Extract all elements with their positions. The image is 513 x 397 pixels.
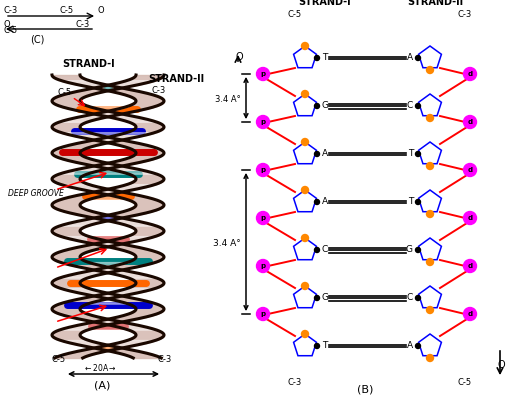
Circle shape — [302, 187, 308, 193]
Text: T: T — [408, 148, 413, 158]
Text: G: G — [322, 293, 329, 301]
Circle shape — [426, 67, 433, 73]
Text: d: d — [467, 119, 472, 125]
Text: O: O — [235, 52, 243, 62]
Circle shape — [302, 330, 308, 337]
Text: O: O — [98, 6, 105, 15]
Circle shape — [302, 139, 308, 145]
Circle shape — [302, 42, 308, 50]
Text: p: p — [261, 167, 266, 173]
Circle shape — [256, 260, 269, 272]
Text: A: A — [322, 148, 328, 158]
Circle shape — [314, 152, 320, 156]
Circle shape — [416, 343, 421, 349]
Circle shape — [464, 212, 477, 224]
Circle shape — [426, 114, 433, 121]
Text: C: C — [322, 245, 328, 254]
Text: p: p — [261, 215, 266, 221]
Circle shape — [314, 343, 320, 349]
Text: C-3: C-3 — [152, 86, 166, 95]
Text: d: d — [467, 71, 472, 77]
Text: DEEP GROOVE: DEEP GROOVE — [8, 189, 64, 198]
Circle shape — [302, 235, 308, 241]
Circle shape — [302, 91, 308, 98]
Text: C-3: C-3 — [458, 10, 472, 19]
Text: C-3: C-3 — [3, 6, 17, 15]
Text: (A): (A) — [94, 380, 110, 390]
Text: A: A — [322, 197, 328, 206]
Text: 3.4 A°: 3.4 A° — [213, 239, 241, 249]
Circle shape — [314, 295, 320, 301]
Text: STRAND-II: STRAND-II — [407, 0, 463, 7]
Circle shape — [464, 260, 477, 272]
Text: d: d — [467, 215, 472, 221]
Circle shape — [256, 164, 269, 177]
Text: T: T — [322, 341, 327, 349]
Circle shape — [314, 56, 320, 60]
Text: C-3: C-3 — [75, 20, 89, 29]
Circle shape — [256, 308, 269, 320]
Text: A: A — [407, 52, 413, 62]
Circle shape — [416, 295, 421, 301]
Text: p: p — [261, 71, 266, 77]
Text: p: p — [261, 311, 266, 317]
Text: O: O — [3, 20, 10, 29]
Circle shape — [464, 164, 477, 177]
Text: p: p — [261, 263, 266, 269]
Circle shape — [256, 116, 269, 129]
Circle shape — [416, 56, 421, 60]
Text: C-5: C-5 — [458, 378, 472, 387]
Circle shape — [302, 283, 308, 289]
Text: A: A — [407, 341, 413, 349]
Text: d: d — [467, 263, 472, 269]
Text: STRAND-II: STRAND-II — [148, 74, 204, 84]
Circle shape — [464, 67, 477, 81]
Circle shape — [426, 306, 433, 314]
Circle shape — [256, 212, 269, 224]
Text: C-5: C-5 — [60, 6, 74, 15]
Text: O: O — [497, 360, 505, 370]
Text: STRAND-I: STRAND-I — [299, 0, 351, 7]
Circle shape — [416, 152, 421, 156]
Circle shape — [426, 355, 433, 362]
Text: 3.4 A°: 3.4 A° — [215, 96, 241, 104]
Circle shape — [426, 162, 433, 170]
Text: $\leftarrow$20A$\rightarrow$: $\leftarrow$20A$\rightarrow$ — [83, 362, 117, 373]
Circle shape — [314, 200, 320, 204]
Text: C-3: C-3 — [288, 378, 302, 387]
Circle shape — [426, 258, 433, 266]
Text: d: d — [467, 311, 472, 317]
Circle shape — [426, 210, 433, 218]
Text: G: G — [406, 245, 413, 254]
Text: C: C — [407, 100, 413, 110]
Circle shape — [314, 247, 320, 252]
Text: T: T — [322, 52, 327, 62]
Circle shape — [416, 247, 421, 252]
Text: C-5: C-5 — [52, 355, 66, 364]
Circle shape — [416, 104, 421, 108]
Text: G: G — [322, 100, 329, 110]
Circle shape — [314, 104, 320, 108]
Text: (B): (B) — [357, 385, 373, 395]
Text: C-5: C-5 — [58, 88, 72, 97]
Circle shape — [256, 67, 269, 81]
Text: C-5: C-5 — [288, 10, 302, 19]
Text: p: p — [261, 119, 266, 125]
Circle shape — [464, 116, 477, 129]
Text: C: C — [407, 293, 413, 301]
Text: C-3: C-3 — [158, 355, 172, 364]
Circle shape — [464, 308, 477, 320]
Circle shape — [416, 200, 421, 204]
Text: STRAND-I: STRAND-I — [62, 59, 114, 69]
Text: d: d — [467, 167, 472, 173]
Text: C-5: C-5 — [3, 26, 17, 35]
Text: T: T — [408, 197, 413, 206]
Text: (C): (C) — [30, 34, 45, 44]
